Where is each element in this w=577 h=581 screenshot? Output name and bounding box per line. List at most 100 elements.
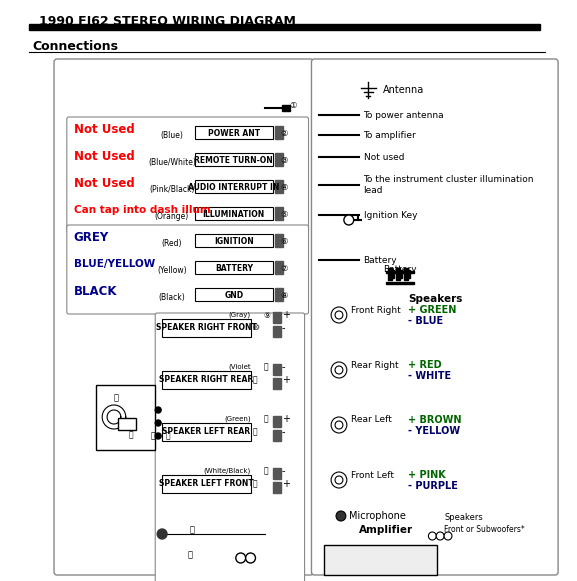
Bar [275, 234, 283, 247]
Circle shape [331, 417, 347, 433]
Bar [162, 475, 250, 493]
Text: GND: GND [224, 290, 243, 299]
Text: BATTERY: BATTERY [215, 264, 253, 272]
Text: -: - [282, 362, 286, 372]
Text: Rear Right: Rear Right [351, 360, 398, 370]
Text: POWER ANT: POWER ANT [208, 128, 260, 138]
Bar [386, 282, 414, 284]
Bar [194, 207, 273, 220]
Text: Microphone: Microphone [349, 511, 406, 521]
Bar [273, 364, 281, 375]
Bar [273, 468, 281, 479]
Text: ⑭: ⑭ [253, 428, 257, 436]
Text: ⑲: ⑲ [151, 432, 156, 440]
Bar [118, 418, 136, 430]
Bar [275, 288, 283, 301]
Text: Battery: Battery [383, 265, 417, 274]
Bar [275, 126, 283, 139]
Text: (Red): (Red) [162, 238, 182, 248]
Circle shape [335, 366, 343, 374]
Text: ⑱: ⑱ [128, 431, 133, 439]
Text: + PINK: + PINK [408, 470, 445, 480]
Text: -: - [282, 427, 286, 437]
Bar [396, 268, 400, 280]
Bar [273, 326, 281, 337]
Bar [273, 378, 281, 389]
Text: +: + [282, 375, 290, 385]
Bar [194, 153, 273, 166]
Text: BLUE/YELLOW: BLUE/YELLOW [74, 259, 155, 269]
Circle shape [331, 472, 347, 488]
Bar [162, 423, 250, 441]
Text: (Pink/Black): (Pink/Black) [149, 185, 194, 193]
Circle shape [444, 532, 452, 540]
Text: IGNITION: IGNITION [214, 236, 254, 246]
Text: Not Used: Not Used [74, 149, 134, 163]
Text: ⑬: ⑬ [263, 414, 268, 424]
Bar [282, 105, 290, 111]
Circle shape [157, 529, 167, 539]
FancyBboxPatch shape [155, 313, 305, 581]
Text: + GREEN: + GREEN [408, 305, 456, 315]
Text: ㉓: ㉓ [187, 551, 192, 560]
Text: ⑮: ⑮ [263, 467, 268, 475]
Text: Front or Subwoofers*: Front or Subwoofers* [444, 525, 525, 535]
Bar [162, 371, 250, 389]
Bar [408, 270, 410, 278]
Circle shape [155, 407, 161, 413]
Text: BLACK: BLACK [74, 285, 117, 297]
Circle shape [246, 553, 256, 563]
Circle shape [336, 511, 346, 521]
Text: ILLUMINATION: ILLUMINATION [203, 210, 265, 218]
Circle shape [155, 420, 161, 426]
Bar [194, 261, 273, 274]
Text: ⑫: ⑫ [253, 375, 257, 385]
Text: Can tap into dash illum: Can tap into dash illum [74, 205, 211, 215]
Text: (Blue): (Blue) [160, 131, 183, 139]
Text: Front Left: Front Left [351, 471, 394, 479]
Text: Not Used: Not Used [74, 177, 134, 189]
Text: ⑤: ⑤ [280, 210, 287, 218]
Text: To the instrument cluster illumination
lead: To the instrument cluster illumination l… [364, 175, 534, 195]
Text: (Yellow): (Yellow) [157, 266, 187, 274]
Text: (Gray): (Gray) [228, 312, 250, 318]
FancyBboxPatch shape [67, 225, 309, 314]
Text: SPEAKER RIGHT FRONT: SPEAKER RIGHT FRONT [156, 324, 257, 332]
Text: +: + [282, 414, 290, 424]
Text: ⑧: ⑧ [280, 290, 287, 299]
Text: - BLUE: - BLUE [408, 316, 443, 326]
Text: ②: ② [280, 128, 287, 138]
Text: Front Right: Front Right [351, 306, 400, 314]
Text: Not Used: Not Used [74, 123, 134, 135]
Text: ①: ① [290, 101, 297, 109]
Bar [273, 416, 281, 427]
Bar [275, 180, 283, 193]
Circle shape [331, 307, 347, 323]
Text: ⑰: ⑰ [114, 393, 118, 403]
Text: ⑩: ⑩ [253, 324, 260, 332]
Text: - WHITE: - WHITE [408, 371, 451, 381]
Bar [194, 288, 273, 301]
Text: Amplifier: Amplifier [359, 525, 413, 535]
Text: -: - [282, 466, 286, 476]
Text: ⑪: ⑪ [263, 363, 268, 371]
Text: ⑦: ⑦ [280, 264, 287, 272]
Bar [273, 312, 281, 323]
Bar [162, 319, 250, 337]
Bar [275, 261, 283, 274]
Circle shape [344, 215, 354, 225]
Text: Speakers: Speakers [444, 514, 483, 522]
Text: ㉑: ㉑ [166, 432, 170, 440]
Circle shape [335, 421, 343, 429]
Circle shape [155, 433, 161, 439]
Text: (Orange): (Orange) [155, 211, 189, 221]
Circle shape [428, 532, 436, 540]
Bar [275, 153, 283, 166]
Text: ③: ③ [280, 156, 287, 164]
Text: ⑯: ⑯ [253, 479, 257, 489]
Text: (Green): (Green) [224, 416, 250, 422]
Text: Speakers: Speakers [408, 294, 462, 304]
Text: AUDIO INTERRUPT IN: AUDIO INTERRUPT IN [188, 182, 279, 192]
Bar [29, 24, 541, 30]
Bar [96, 385, 155, 450]
